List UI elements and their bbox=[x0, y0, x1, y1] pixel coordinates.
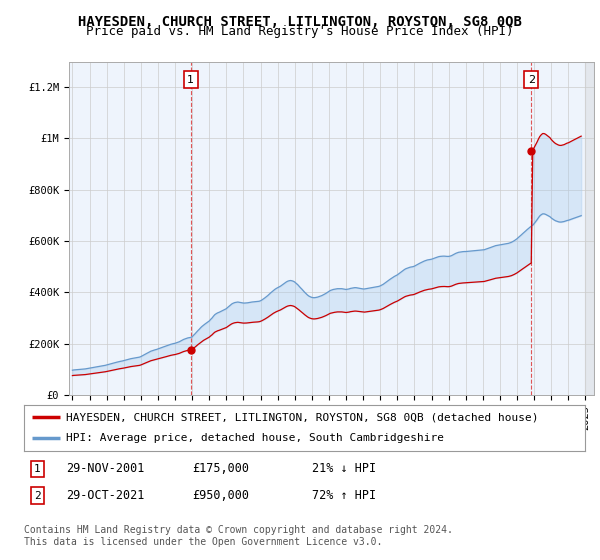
Text: 1: 1 bbox=[187, 74, 194, 85]
Text: HPI: Average price, detached house, South Cambridgeshire: HPI: Average price, detached house, Sout… bbox=[66, 433, 444, 444]
Text: Price paid vs. HM Land Registry's House Price Index (HPI): Price paid vs. HM Land Registry's House … bbox=[86, 25, 514, 38]
Text: £950,000: £950,000 bbox=[192, 489, 249, 502]
Text: 2: 2 bbox=[527, 74, 535, 85]
Bar bbox=[586, 62, 594, 395]
Text: 2: 2 bbox=[34, 491, 41, 501]
Text: HAYESDEN, CHURCH STREET, LITLINGTON, ROYSTON, SG8 0QB (detached house): HAYESDEN, CHURCH STREET, LITLINGTON, ROY… bbox=[66, 412, 539, 422]
Text: 1: 1 bbox=[34, 464, 41, 474]
Text: 21% ↓ HPI: 21% ↓ HPI bbox=[312, 462, 376, 475]
Text: 29-OCT-2021: 29-OCT-2021 bbox=[66, 489, 145, 502]
Text: 72% ↑ HPI: 72% ↑ HPI bbox=[312, 489, 376, 502]
Text: £175,000: £175,000 bbox=[192, 462, 249, 475]
Text: Contains HM Land Registry data © Crown copyright and database right 2024.
This d: Contains HM Land Registry data © Crown c… bbox=[24, 525, 453, 547]
Text: 29-NOV-2001: 29-NOV-2001 bbox=[66, 462, 145, 475]
Text: HAYESDEN, CHURCH STREET, LITLINGTON, ROYSTON, SG8 0QB: HAYESDEN, CHURCH STREET, LITLINGTON, ROY… bbox=[78, 15, 522, 29]
